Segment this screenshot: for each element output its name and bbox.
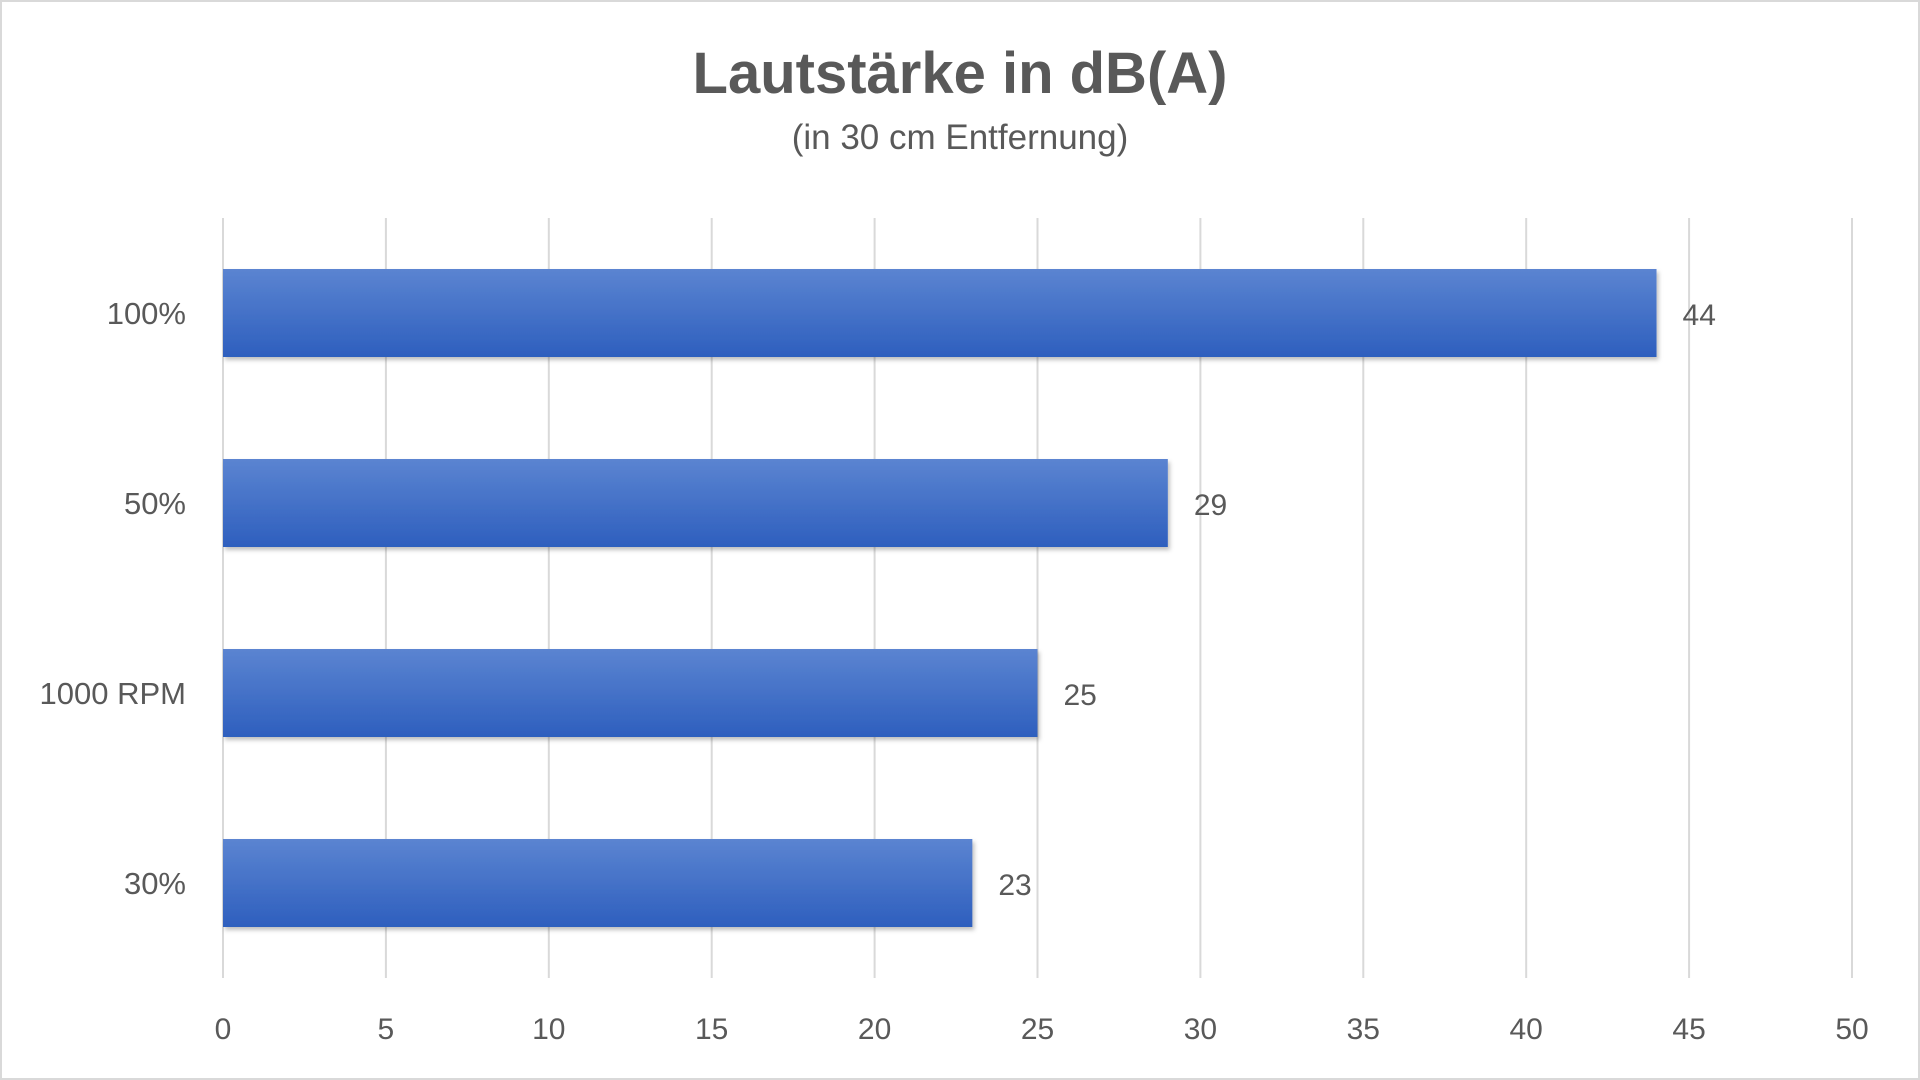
x-tick-label: 40 [1510,1013,1543,1046]
bar [223,269,1657,357]
chart-subtitle: (in 30 cm Entfernung) [791,118,1129,157]
bar [223,649,1038,737]
category-label: 1000 RPM [40,676,186,711]
data-label: 29 [1194,489,1227,522]
category-label: 100% [107,296,186,331]
x-tick-label: 45 [1672,1013,1705,1046]
category-label: 50% [124,486,186,521]
bar [223,839,973,927]
x-tick-label: 0 [215,1013,232,1046]
bar [223,459,1168,547]
x-tick-label: 35 [1347,1013,1380,1046]
x-tick-label: 25 [1021,1013,1054,1046]
chart-title: Lautstärke in dB(A) [692,41,1228,106]
x-tick-label: 30 [1184,1013,1217,1046]
x-tick-label: 5 [378,1013,395,1046]
x-tick-label: 15 [695,1013,728,1046]
x-tick-label: 50 [1835,1013,1868,1046]
bars [223,269,1657,927]
labels: 0 5 10 15 20 25 30 35 40 45 50 100% 44 50% 29 1000 RPM 2… [40,296,1869,1046]
data-label: 25 [1064,679,1097,712]
category-label: 30% [124,866,186,901]
data-label: 23 [998,869,1031,902]
x-tick-label: 20 [858,1013,891,1046]
x-tick-label: 10 [532,1013,565,1046]
data-label: 44 [1683,299,1716,332]
